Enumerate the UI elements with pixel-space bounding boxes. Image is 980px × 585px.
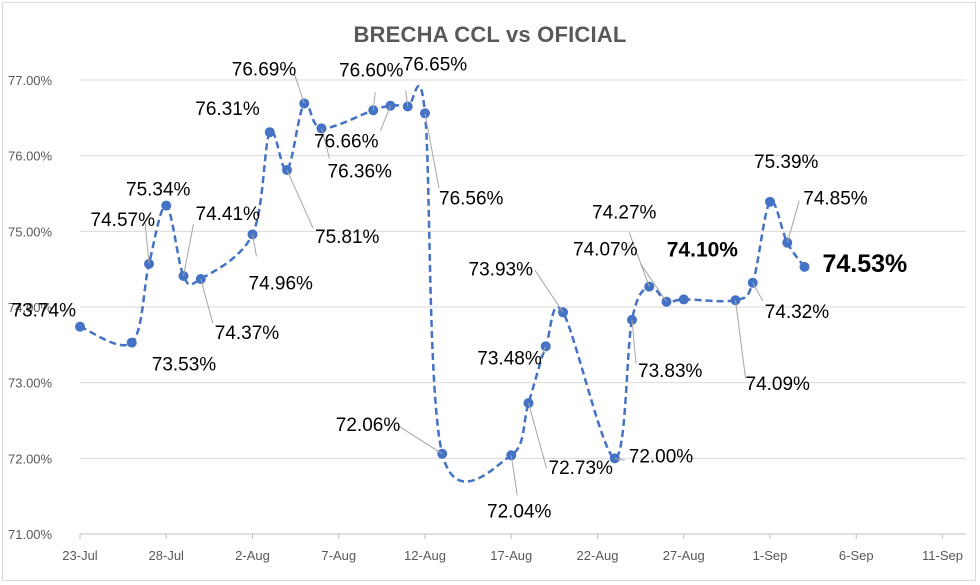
data-point: [264, 127, 275, 138]
leader-line: [405, 90, 409, 107]
y-tick-label: 74.00%: [8, 300, 53, 315]
leader-line: [614, 457, 625, 461]
y-tick-label: 71.00%: [8, 527, 53, 542]
leader-line: [321, 128, 330, 159]
data-point: [161, 200, 172, 211]
data-label: 74.10%: [667, 238, 739, 261]
data-label: 76.60%: [339, 60, 404, 81]
data-point: [765, 196, 775, 207]
y-tick-label: 72.00%: [8, 451, 53, 466]
data-label: 74.32%: [765, 302, 830, 323]
leader-line: [293, 73, 305, 104]
x-tick-label: 6-Sep: [839, 548, 874, 563]
data-point: [799, 261, 810, 272]
data-point: [75, 321, 85, 332]
data-label: 72.04%: [487, 501, 552, 522]
chart-title: BRECHA CCL vs OFICIAL: [353, 22, 627, 47]
data-label: 72.00%: [629, 446, 694, 467]
data-label: 74.53%: [823, 250, 908, 278]
data-label: 74.57%: [91, 210, 156, 231]
y-tick-label: 75.00%: [8, 224, 53, 239]
leader-line: [631, 319, 637, 364]
x-tick-label: 17-Aug: [490, 548, 532, 563]
leader-line: [144, 221, 150, 264]
leader-line: [534, 270, 564, 313]
data-point: [126, 337, 137, 348]
leader-line: [424, 113, 440, 189]
x-tick-label: 27-Aug: [663, 548, 705, 563]
data-label: 74.85%: [803, 189, 868, 210]
y-tick-label: 77.00%: [8, 73, 53, 88]
leader-line: [735, 300, 746, 379]
leader-line: [752, 282, 764, 302]
series-line: [79, 84, 806, 483]
leader-line: [380, 105, 391, 131]
x-tick-label: 28-Jul: [149, 548, 185, 563]
data-label: 73.93%: [469, 259, 534, 280]
data-label: 73.53%: [152, 355, 217, 376]
leader-line: [183, 223, 194, 277]
data-label: 76.56%: [439, 188, 504, 209]
data-label: 76.69%: [232, 59, 297, 80]
leader-line: [640, 263, 667, 302]
data-point: [678, 294, 689, 305]
data-label: 74.09%: [746, 374, 811, 395]
data-label: 72.06%: [336, 415, 401, 436]
x-tick-label: 23-Jul: [62, 548, 98, 563]
data-label: 76.65%: [403, 54, 468, 75]
x-tick-label: 1-Sep: [753, 548, 788, 563]
x-tick-label: 7-Aug: [321, 548, 356, 563]
data-label: 73.74%: [12, 301, 77, 322]
data-label: 75.39%: [754, 152, 819, 173]
leader-line: [528, 402, 547, 469]
data-label: 75.34%: [126, 180, 191, 201]
x-tick-label: 2-Aug: [235, 548, 270, 563]
data-label: 74.07%: [573, 240, 638, 261]
data-label: 73.83%: [638, 361, 703, 382]
leader-line: [397, 425, 443, 455]
data-label: 72.73%: [549, 458, 614, 479]
leader-line: [510, 455, 518, 496]
data-label: 75.81%: [315, 227, 380, 248]
leader-line: [539, 346, 547, 359]
leader-line: [286, 169, 314, 229]
data-label: 74.41%: [196, 204, 261, 225]
leader-line: [372, 92, 376, 111]
x-tick-label: 22-Aug: [577, 548, 619, 563]
data-label: 76.31%: [195, 99, 260, 120]
data-label: 76.66%: [314, 132, 379, 153]
leader-line: [628, 232, 650, 287]
data-label: 76.36%: [328, 161, 393, 182]
x-tick-label: 12-Aug: [404, 548, 446, 563]
data-label: 73.48%: [477, 348, 542, 369]
y-tick-label: 73.00%: [8, 376, 53, 391]
data-label: 74.37%: [215, 323, 280, 344]
leader-line: [200, 278, 214, 324]
y-tick-label: 76.00%: [8, 149, 53, 164]
leader-line: [786, 200, 800, 243]
data-label: 74.96%: [249, 273, 314, 294]
x-tick-label: 11-Sep: [922, 548, 963, 563]
leader-line: [252, 234, 257, 257]
data-label: 74.27%: [592, 203, 657, 224]
